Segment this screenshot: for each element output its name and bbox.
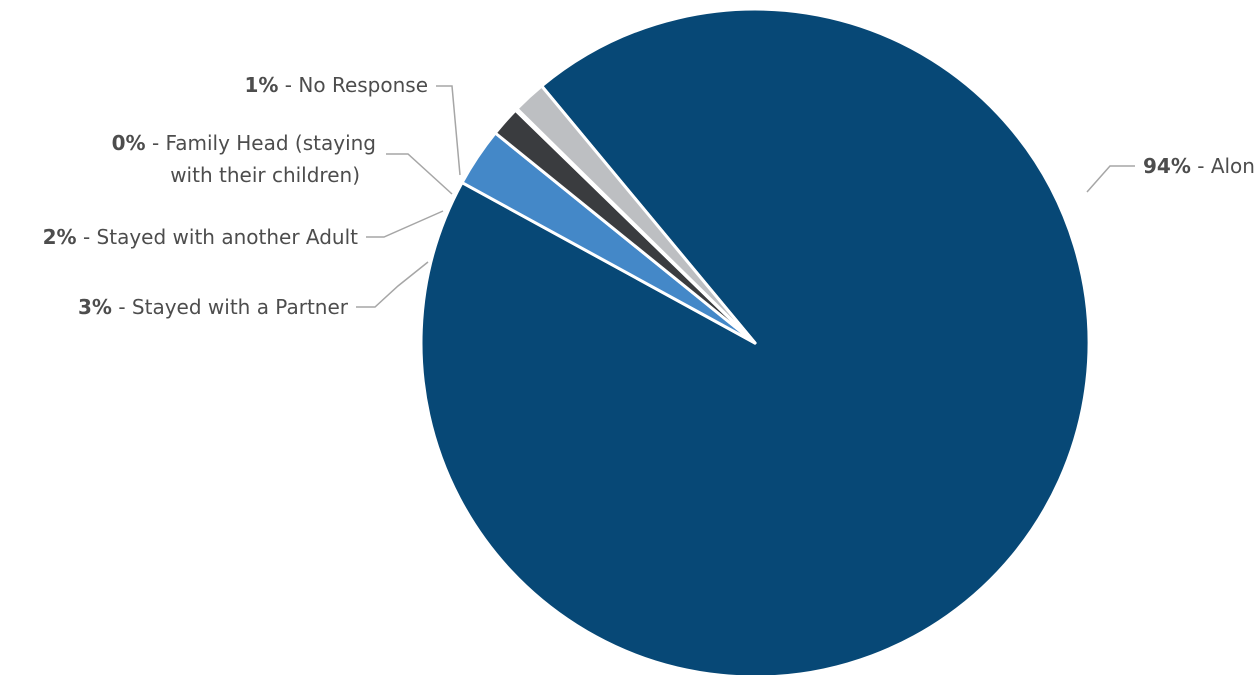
leader-line-alone bbox=[1086, 165, 1135, 193]
slice-label-stayed-with-partner: 3% - Stayed with a Partner bbox=[78, 295, 349, 319]
slice-label-alone: 94% - Alone bbox=[1143, 154, 1256, 178]
slice-label-stayed-with-partner-text: Stayed with a Partner bbox=[132, 295, 349, 319]
leader-lines bbox=[356, 85, 1135, 308]
slice-label-stayed-with-partner-percent: 3% bbox=[78, 295, 112, 319]
slice-label-family-head-line2: with their children) bbox=[170, 163, 360, 187]
slice-label-family-head-percent: 0% bbox=[112, 131, 146, 155]
slice-label-no-response-percent: 1% bbox=[244, 73, 278, 97]
pie-slices bbox=[419, 7, 1091, 675]
slice-label-no-response: 1% - No Response bbox=[244, 73, 428, 97]
leader-line-no-response bbox=[436, 85, 461, 176]
slice-label-family-head: 0% - Family Head (staying bbox=[112, 131, 376, 155]
pie-slice-no-response bbox=[515, 84, 757, 345]
slice-label-alone-text: Alone bbox=[1211, 154, 1256, 178]
leader-line-family-head bbox=[386, 153, 453, 195]
slice-label-stayed-with-another-adult: 2% - Stayed with another Adult bbox=[43, 225, 359, 249]
slice-label-stayed-with-another-adult-text: Stayed with another Adult bbox=[97, 225, 359, 249]
slice-label-alone-percent: 94% bbox=[1143, 154, 1191, 178]
leader-line-stayed-with-partner bbox=[356, 261, 429, 308]
slice-labels: 94% - Alone 3% - Stayed with a Partner 2… bbox=[43, 73, 1256, 319]
slice-label-family-head-text: Family Head (staying bbox=[166, 131, 376, 155]
slice-label-no-response-text: No Response bbox=[298, 73, 428, 97]
leader-line-stayed-with-another-adult bbox=[366, 210, 444, 238]
slice-label-stayed-with-another-adult-percent: 2% bbox=[43, 225, 77, 249]
